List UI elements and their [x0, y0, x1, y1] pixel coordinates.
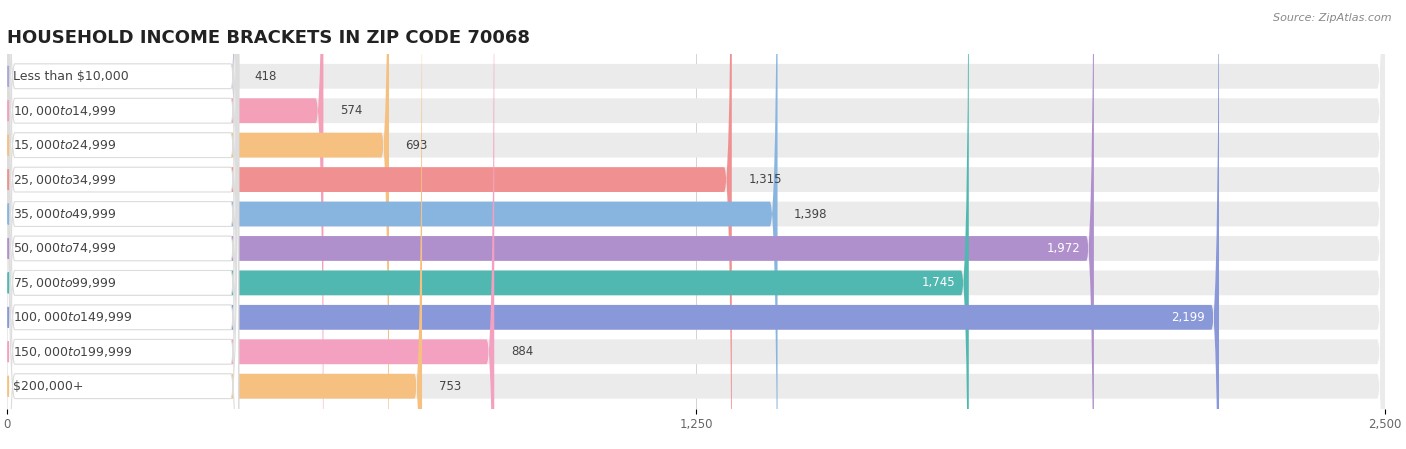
Text: 418: 418 [254, 70, 277, 83]
FancyBboxPatch shape [7, 0, 1385, 449]
FancyBboxPatch shape [7, 0, 1385, 449]
FancyBboxPatch shape [7, 0, 239, 449]
FancyBboxPatch shape [7, 0, 1385, 449]
FancyBboxPatch shape [7, 0, 239, 449]
Text: $35,000 to $49,999: $35,000 to $49,999 [13, 207, 117, 221]
Text: 1,745: 1,745 [921, 277, 955, 290]
FancyBboxPatch shape [7, 0, 239, 449]
FancyBboxPatch shape [7, 0, 239, 449]
FancyBboxPatch shape [7, 0, 1385, 449]
Text: 1,972: 1,972 [1046, 242, 1080, 255]
FancyBboxPatch shape [7, 0, 239, 449]
Text: 1,398: 1,398 [794, 207, 828, 220]
FancyBboxPatch shape [7, 0, 239, 449]
Text: Less than $10,000: Less than $10,000 [13, 70, 128, 83]
FancyBboxPatch shape [7, 0, 1094, 449]
Text: 1,315: 1,315 [748, 173, 782, 186]
FancyBboxPatch shape [7, 0, 323, 449]
FancyBboxPatch shape [7, 0, 778, 449]
Text: 574: 574 [340, 104, 363, 117]
FancyBboxPatch shape [7, 0, 495, 449]
FancyBboxPatch shape [7, 0, 239, 449]
FancyBboxPatch shape [7, 0, 389, 449]
FancyBboxPatch shape [7, 0, 1219, 449]
Text: $10,000 to $14,999: $10,000 to $14,999 [13, 104, 117, 118]
FancyBboxPatch shape [7, 0, 1385, 449]
Text: $75,000 to $99,999: $75,000 to $99,999 [13, 276, 117, 290]
Text: 753: 753 [439, 380, 461, 393]
FancyBboxPatch shape [7, 0, 1385, 449]
FancyBboxPatch shape [7, 0, 1385, 449]
FancyBboxPatch shape [7, 0, 969, 449]
FancyBboxPatch shape [7, 0, 1385, 449]
Text: $15,000 to $24,999: $15,000 to $24,999 [13, 138, 117, 152]
Text: $100,000 to $149,999: $100,000 to $149,999 [13, 310, 132, 324]
FancyBboxPatch shape [7, 0, 1385, 449]
Text: 693: 693 [405, 139, 427, 152]
Text: HOUSEHOLD INCOME BRACKETS IN ZIP CODE 70068: HOUSEHOLD INCOME BRACKETS IN ZIP CODE 70… [7, 29, 530, 47]
FancyBboxPatch shape [7, 0, 239, 449]
FancyBboxPatch shape [7, 0, 239, 449]
Text: $150,000 to $199,999: $150,000 to $199,999 [13, 345, 132, 359]
Text: Source: ZipAtlas.com: Source: ZipAtlas.com [1274, 13, 1392, 23]
FancyBboxPatch shape [7, 0, 239, 449]
FancyBboxPatch shape [7, 0, 238, 449]
FancyBboxPatch shape [7, 0, 731, 449]
Text: 884: 884 [510, 345, 533, 358]
Text: 2,199: 2,199 [1171, 311, 1205, 324]
Text: $25,000 to $34,999: $25,000 to $34,999 [13, 172, 117, 187]
Text: $50,000 to $74,999: $50,000 to $74,999 [13, 242, 117, 255]
FancyBboxPatch shape [7, 0, 422, 449]
FancyBboxPatch shape [7, 0, 1385, 449]
Text: $200,000+: $200,000+ [13, 380, 83, 393]
